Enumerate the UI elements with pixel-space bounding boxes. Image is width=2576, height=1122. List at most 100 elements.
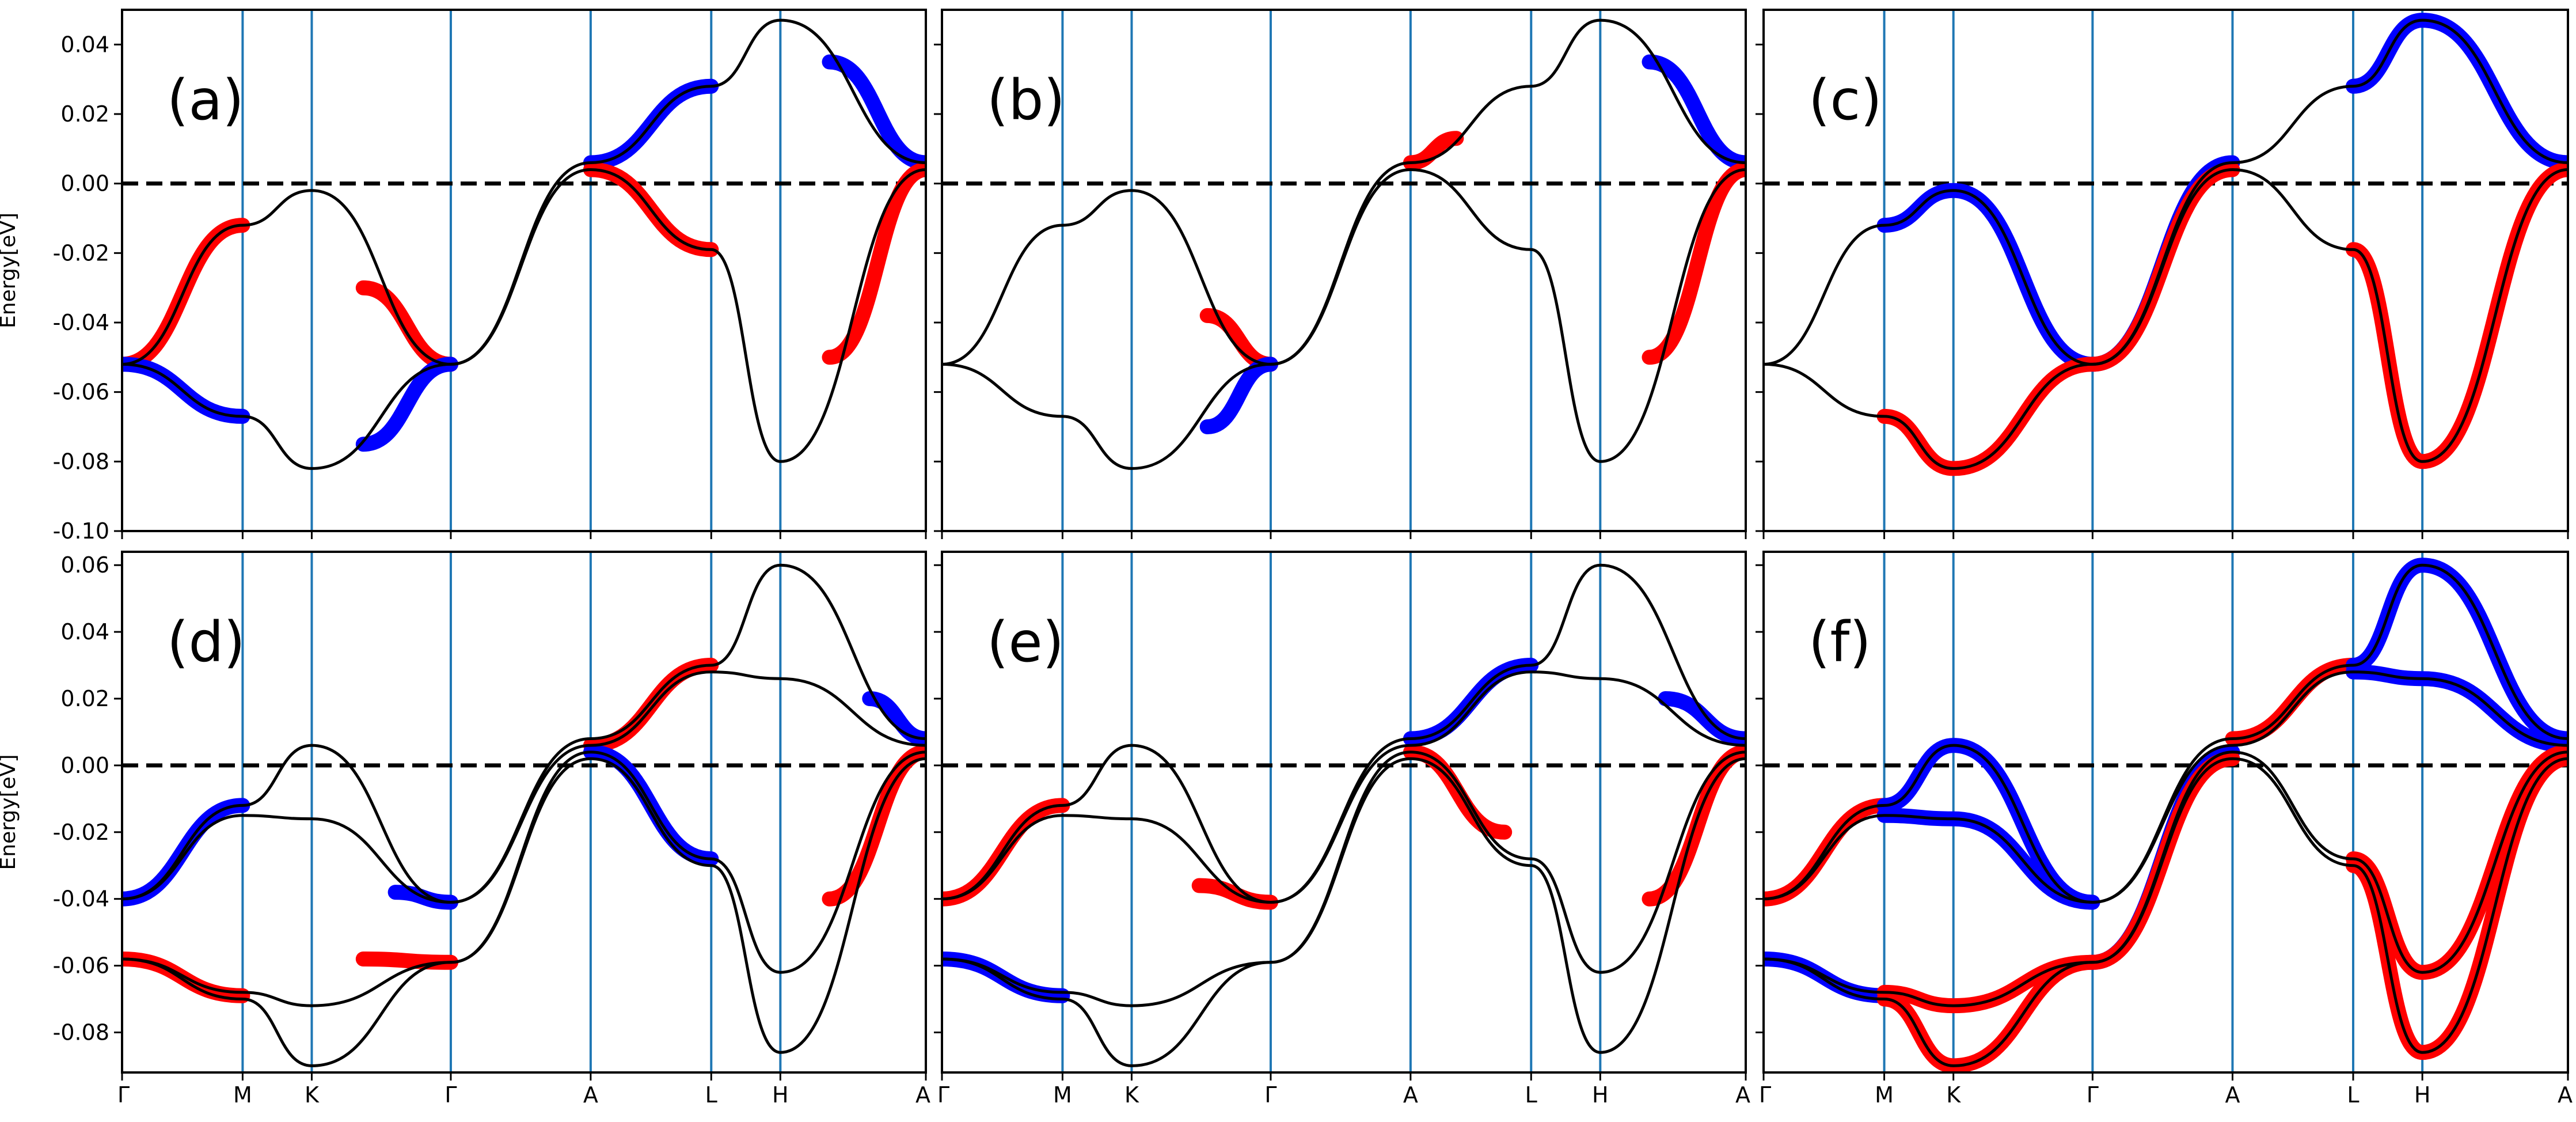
panel-label: (c) [1808, 68, 1882, 132]
kpoint-label: K [1124, 1082, 1139, 1108]
ytick-label: -0.06 [53, 953, 109, 979]
ytick-label: -0.02 [53, 820, 109, 845]
kpoint-label: H [772, 1082, 789, 1108]
weight-red [2346, 162, 2568, 469]
ytick-label: 0.00 [60, 171, 109, 196]
plot-area [122, 10, 926, 531]
axes-frame [1762, 9, 2569, 532]
weight-blue [2346, 558, 2568, 746]
ytick-label: 0.06 [60, 552, 109, 578]
band-line [942, 757, 1746, 1067]
band-line [122, 670, 926, 904]
band-line [942, 750, 1746, 1007]
panel-d: -0.08 -0.06 -0.04 -0.02 0.00 0.02 0.04 0.06 Ener… [0, 551, 930, 1108]
ytick-label: -0.08 [53, 1019, 109, 1045]
kpoint-label: A [2558, 1082, 2573, 1108]
weight-blue [1658, 691, 1746, 746]
panel-label: (f) [1808, 610, 1871, 674]
kpoint-label: H [2414, 1082, 2431, 1108]
axes-frame [121, 551, 927, 1074]
kpoint-label: A [915, 1082, 930, 1108]
weight-red [1642, 162, 1746, 365]
band-line [1764, 757, 2568, 1067]
weight-red [583, 658, 719, 753]
panel-e: Γ M K Γ A L H A (e) [934, 551, 1750, 1108]
panel-f: Γ M K Γ A L H A (f) [1756, 551, 2573, 1108]
panel-a: -0.10 -0.08 -0.06 -0.04 -0.02 0.00 0.02 0.04 Ene… [0, 9, 927, 544]
band-line [122, 750, 926, 1007]
ytick-label: 0.00 [60, 753, 109, 778]
weight-red [822, 744, 926, 907]
panel-label: (a) [167, 68, 244, 132]
band-line [122, 168, 926, 470]
ytick-label: -0.10 [53, 518, 109, 544]
axes-frame [121, 9, 927, 532]
band-line [942, 563, 1746, 904]
kpoint-label: A [1735, 1082, 1750, 1108]
plot-area [942, 552, 1746, 1072]
panel-label: (e) [987, 610, 1064, 674]
band-line [122, 563, 926, 904]
kpoint-label: Γ [937, 1082, 949, 1108]
kpoint-label: A [1403, 1082, 1418, 1108]
kpoint-label: L [2347, 1082, 2359, 1108]
weight-red [1876, 357, 2100, 476]
kpoint-label: Γ [1264, 1082, 1276, 1108]
band-line [1764, 168, 2568, 470]
kpoint-label: L [1525, 1082, 1537, 1108]
weight-blue [1199, 357, 1278, 434]
kpoint-label: K [1946, 1082, 1961, 1108]
weight-red [1199, 308, 1278, 372]
panel-label: (d) [167, 610, 245, 674]
ytick-label: -0.04 [53, 886, 109, 912]
ytick-label: 0.04 [60, 32, 109, 57]
ylabel: Energy[eV] [0, 755, 20, 870]
kpoint-label: M [233, 1082, 252, 1108]
kpoint-label: A [583, 1082, 598, 1108]
ytick-label: -0.04 [53, 310, 109, 335]
kpoint-label: L [705, 1082, 717, 1108]
kpoint-label: H [1592, 1082, 1609, 1108]
weight-blue [2346, 664, 2568, 753]
kpoint-label: M [1053, 1082, 1072, 1108]
plot-area [1764, 552, 2568, 1072]
kpoint-label: Γ [444, 1082, 457, 1108]
panel-b: (b) [934, 9, 1747, 539]
weight-blue [355, 357, 458, 452]
ytick-label: 0.02 [60, 101, 109, 127]
axes-frame [1762, 551, 2569, 1074]
panel-c: (c) [1756, 9, 2569, 539]
weight-red [822, 162, 926, 365]
plot-area [942, 10, 1746, 531]
weight-red [355, 280, 458, 372]
kpoint-label: M [1875, 1082, 1894, 1108]
weight-blue [2346, 13, 2568, 170]
plot-area [1764, 10, 2568, 531]
kpoint-label: K [305, 1082, 320, 1108]
ytick-label: -0.08 [53, 449, 109, 474]
axes-frame [941, 9, 1747, 532]
band-line [1764, 750, 2568, 1007]
band-line [942, 670, 1746, 904]
ytick-label: -0.06 [53, 380, 109, 405]
plot-area [122, 552, 926, 1072]
weight-blue [822, 54, 926, 170]
weight-blue [1876, 183, 2100, 372]
kpoint-label: Γ [2087, 1082, 2099, 1108]
ytick-label: 0.04 [60, 619, 109, 645]
band-line [122, 757, 926, 1067]
weight-blue [1642, 54, 1746, 170]
kpoint-label: Γ [117, 1082, 130, 1108]
weight-red [1876, 954, 2100, 1072]
kpoint-label: Γ [1759, 1082, 1771, 1108]
axes-frame [941, 551, 1747, 1074]
ytick-label: -0.02 [53, 240, 109, 266]
weight-red [1642, 744, 1746, 907]
panel-label: (b) [987, 68, 1065, 132]
ylabel: Energy[eV] [0, 213, 20, 328]
kpoint-label: A [2225, 1082, 2240, 1108]
ytick-label: 0.02 [60, 686, 109, 711]
band-line [942, 168, 1746, 470]
band-line [1764, 670, 2568, 904]
